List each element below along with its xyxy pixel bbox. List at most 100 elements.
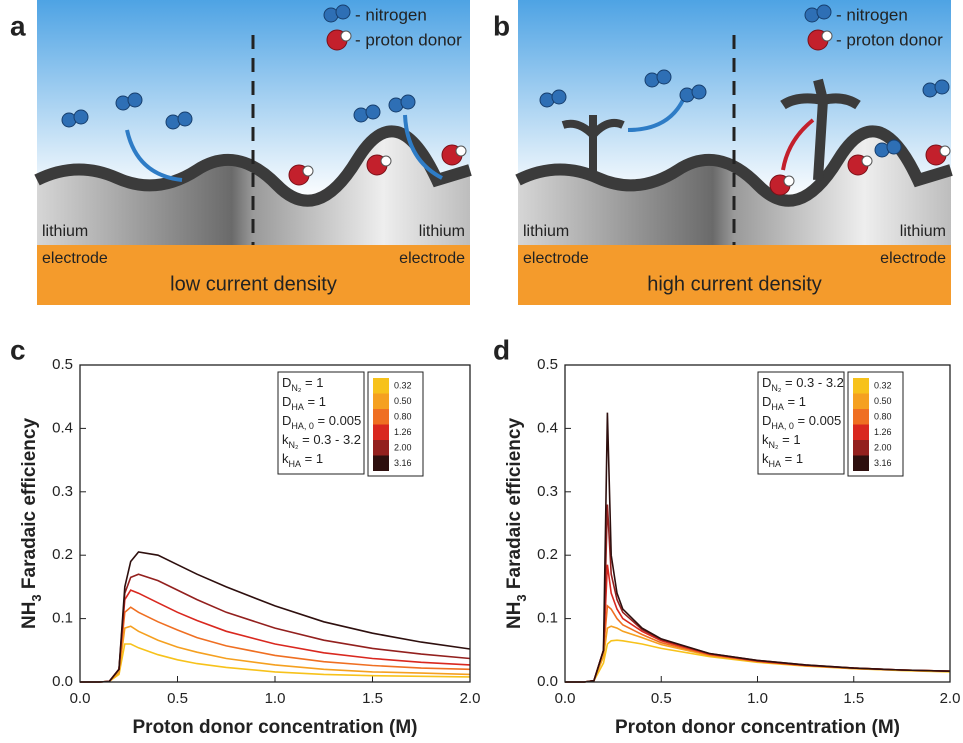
annotation-part: = 1 [304,394,326,409]
legend-swatch [373,409,389,425]
y-tick-label: 0.4 [537,419,558,436]
legend-label: 1.26 [874,427,892,437]
nitrogen-atom [177,111,193,127]
arrow [781,118,815,171]
nitrogen-atom [127,92,143,108]
line-series [80,573,471,683]
annotation-part: N₂ [769,440,779,450]
legend-swatch [373,378,389,394]
donor-h [302,165,314,177]
annotation-box [277,371,365,475]
x-tick-label: 1.5 [843,690,864,707]
y-tick-label: 0.1 [537,610,558,627]
legend-swatch [373,440,389,456]
annotation: DN₂ = 1 [282,375,323,393]
annotation-part: D [282,394,291,409]
arrow [403,114,443,180]
nitrogen-atom [656,69,672,85]
annotation-part: N₂ [291,383,301,393]
x-tick-label: 2.0 [940,690,961,707]
sei-layer [34,125,472,207]
annotation-part: HA, 0 [771,421,794,431]
legend-swatch [853,424,869,440]
annotation: kHA = 1 [282,451,323,469]
y-title-part: Faradaic efficiency [19,418,40,595]
legend-label: 3.16 [874,458,892,468]
line-series [565,504,951,683]
electrode [518,245,951,305]
annotation-part: = 0.3 - 3.2 [299,432,362,447]
donor-h [340,30,352,42]
y-axis-title: NH3 Faradaic efficiency [19,418,44,629]
legend-label: 2.00 [394,442,412,452]
legend-swatch [853,393,869,409]
nitrogen-atom [816,4,832,20]
annotation-part: = 0.005 [314,413,361,428]
plot-frame [564,364,951,683]
annotation-part: N₂ [289,440,299,450]
y-tick-label: 0.2 [537,546,558,563]
annotation: DHA = 1 [762,394,806,412]
nitrogen-atom [691,84,707,100]
dendrite [561,115,625,175]
donor-h [783,175,795,187]
annotation-part: D [282,413,291,428]
donor-h [861,155,873,167]
line-series [565,625,951,683]
legend-swatch [373,424,389,440]
plot-frame [79,364,471,683]
panel-label: c [10,334,26,365]
legend-swatch [853,378,869,394]
legend-label: 0.80 [394,411,412,421]
annotation-part: HA [289,459,302,469]
panel-label: d [493,334,510,365]
x-tick-label: 0.5 [651,690,672,707]
annotation-part: k [282,451,289,466]
legend-label: 1.26 [394,427,412,437]
x-tick-label: 2.0 [460,690,481,707]
annotation-part: = 1 [784,394,806,409]
annotation-part: D [762,375,771,390]
y-tick-label: 0.3 [52,483,73,500]
y-tick-label: 0.0 [537,673,558,690]
legend-label: 0.32 [874,380,892,390]
x-axis-title: Proton donor concentration (M) [133,717,418,738]
x-tick-label: 0.0 [70,690,91,707]
y-tick-label: 0.1 [52,610,73,627]
annotation: DHA = 1 [282,394,326,412]
y-tick-label: 0.0 [52,673,73,690]
annotation-part: = 1 [301,451,323,466]
x-tick-label: 1.0 [265,690,286,707]
panel-label: b [493,10,510,41]
annotation-part: = 1 [781,451,803,466]
x-tick-label: 0.0 [555,690,576,707]
nitrogen-atom [886,139,902,155]
y-title-part: 3 [29,594,44,601]
label: electrode [42,250,108,267]
label: lithium [419,223,465,240]
annotation-part: k [762,432,769,447]
annotation-part: D [762,413,771,428]
legend-label: 0.80 [874,411,892,421]
y-tick-label: 0.5 [537,356,558,373]
nitrogen-atom [551,89,567,105]
x-tick-label: 1.5 [362,690,383,707]
line-series [80,625,471,683]
nitrogen-atom [365,104,381,120]
legend-text: - proton donor [836,30,943,49]
annotation-part: = 0.005 [794,413,841,428]
annotation: DHA, 0 = 0.005 [762,413,841,431]
line-series [565,564,951,683]
legend-label: 0.50 [874,396,892,406]
annotation-part: HA, 0 [291,421,314,431]
legend-label: 3.16 [394,458,412,468]
annotation: kN₂ = 1 [762,432,801,450]
x-tick-label: 0.5 [167,690,188,707]
annotation: DN₂ = 0.3 - 3.2 [762,375,844,393]
dendrite [780,78,861,181]
label: lithium [42,223,88,240]
label: electrode [880,250,946,267]
electrode [37,245,470,305]
y-axis-title: NH3 Faradaic efficiency [504,418,529,629]
label: electrode [399,250,465,267]
